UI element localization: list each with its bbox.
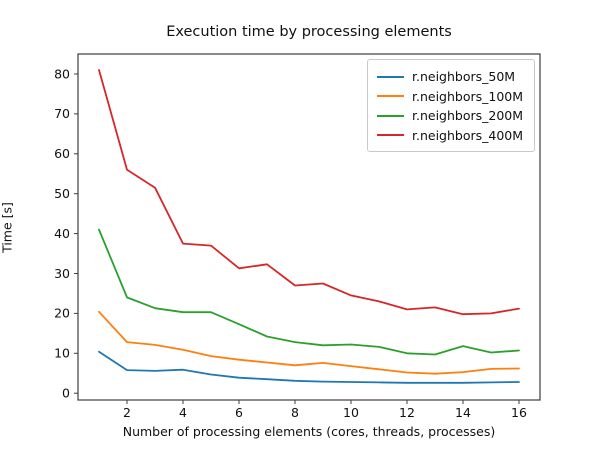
- y-tick-label: 20: [54, 306, 70, 321]
- x-tick-label: 6: [235, 405, 243, 420]
- legend-label: r.neighbors_200M: [412, 108, 524, 124]
- legend-item: r.neighbors_200M: [377, 106, 525, 126]
- series-line-r.neighbors_400M: [98, 69, 520, 316]
- legend-item: r.neighbors_400M: [377, 126, 525, 146]
- x-tick-label: 14: [455, 405, 471, 420]
- x-tick-label: 8: [291, 405, 299, 420]
- y-tick-label: 30: [54, 266, 70, 281]
- legend-item: r.neighbors_50M: [377, 67, 525, 87]
- x-tick-label: 4: [179, 405, 187, 420]
- legend-line-sample: [377, 114, 404, 117]
- x-tick-label: 16: [511, 405, 527, 420]
- legend-line-sample: [377, 95, 404, 98]
- axes-frame: [77, 53, 541, 401]
- x-tick-label: 2: [123, 405, 131, 420]
- legend-item: r.neighbors_100M: [377, 87, 525, 107]
- y-tick-label: 0: [62, 386, 70, 401]
- legend-line-sample: [377, 134, 404, 137]
- legend: r.neighbors_50M r.neighbors_100M r.neigh…: [367, 59, 535, 152]
- series-line-r.neighbors_50M: [98, 350, 520, 384]
- y-tick-label: 40: [54, 226, 70, 241]
- y-tick-label: 70: [54, 106, 70, 121]
- x-axis-label: Number of processing elements (cores, th…: [122, 424, 496, 439]
- y-axis-label: Time [s]: [0, 202, 15, 253]
- y-tick-label: 80: [54, 66, 70, 81]
- y-tick-label: 60: [54, 146, 70, 161]
- legend-label: r.neighbors_100M: [412, 88, 524, 104]
- y-tick-label: 10: [54, 346, 70, 361]
- x-tick-label: 10: [343, 405, 359, 420]
- legend-label: r.neighbors_400M: [412, 127, 524, 143]
- legend-label: r.neighbors_50M: [412, 69, 516, 85]
- series-line-r.neighbors_100M: [98, 310, 520, 375]
- x-tick-label: 12: [399, 405, 415, 420]
- chart-title: Execution time by processing elements: [166, 24, 452, 40]
- series-line-r.neighbors_200M: [98, 228, 520, 356]
- legend-line-sample: [377, 75, 404, 78]
- y-tick-label: 50: [54, 186, 70, 201]
